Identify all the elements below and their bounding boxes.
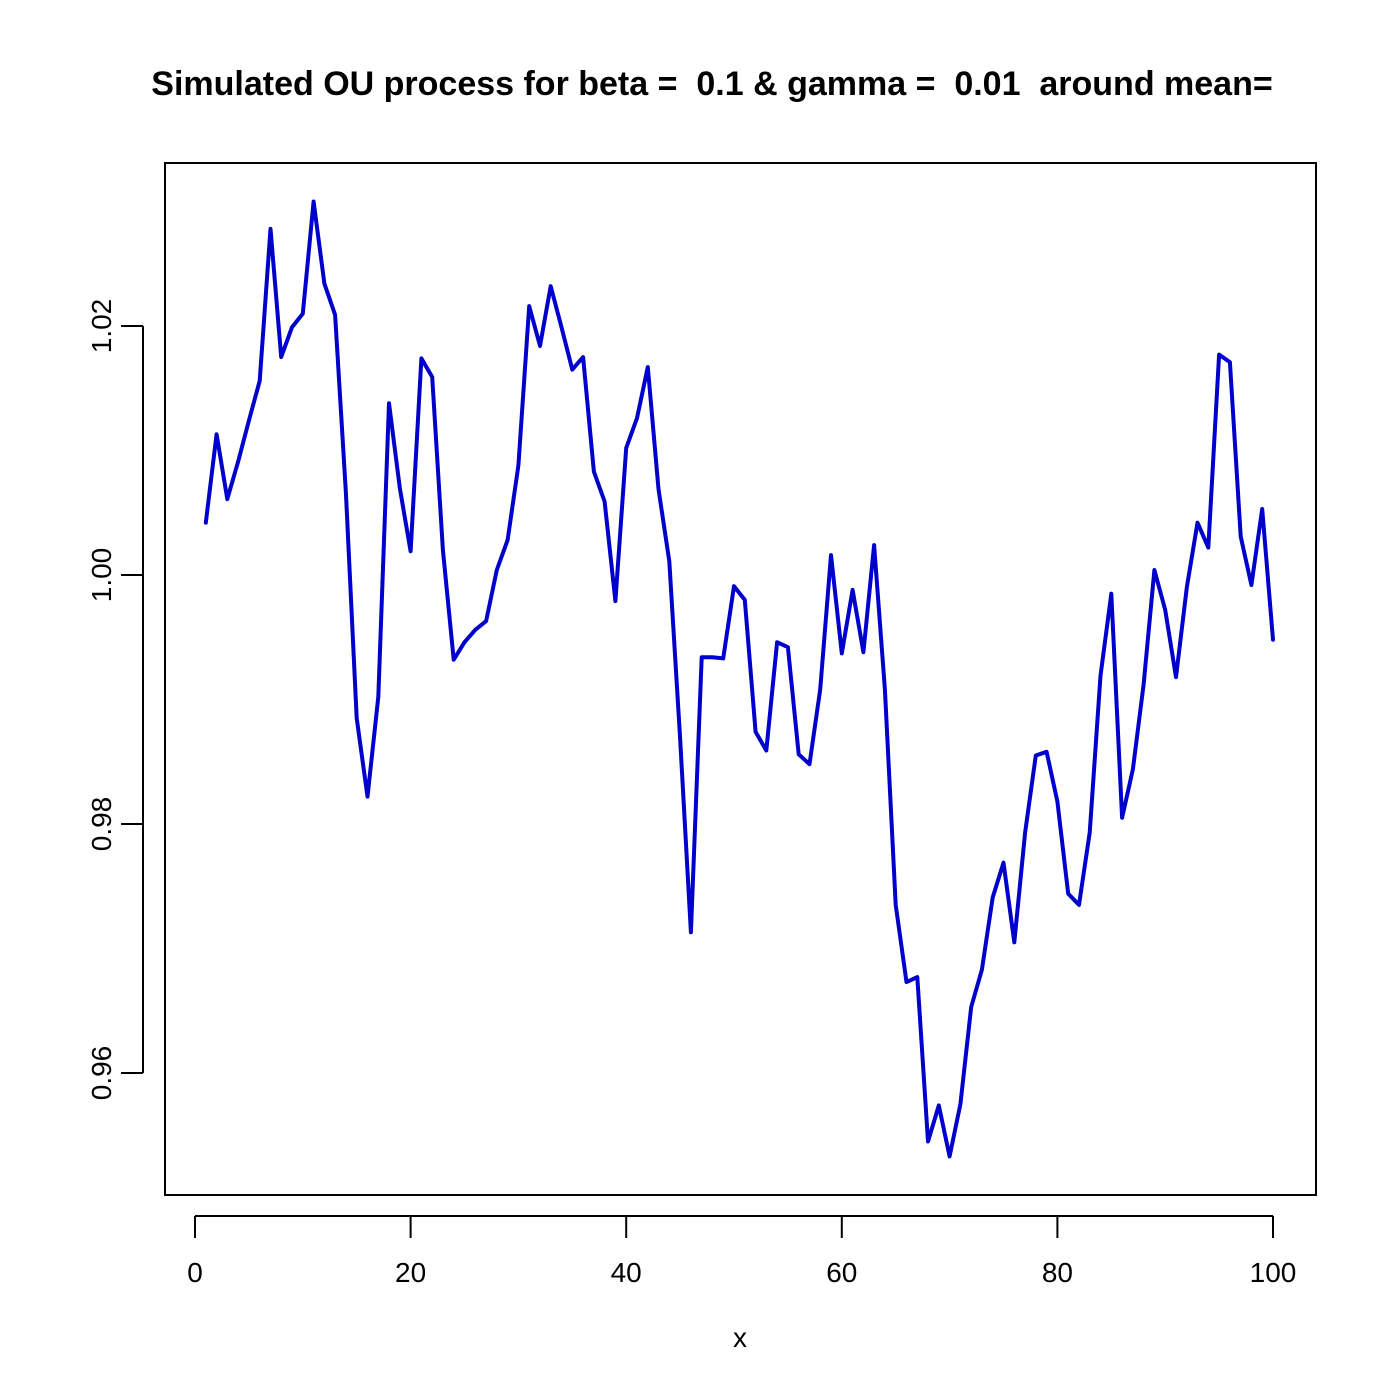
x-tick-label: 40 [611,1257,642,1288]
y-tick-label: 1.02 [86,299,117,354]
chart-title: Simulated OU process for beta = 0.1 & ga… [151,65,1272,103]
x-tick-label: 80 [1042,1257,1073,1288]
y-tick-label: 0.98 [86,797,117,852]
y-tick-label: 0.96 [86,1046,117,1101]
x-tick-label: 20 [395,1257,426,1288]
series-line [203,199,1275,1159]
x-axis: 0 20 40 60 80 100 [187,1215,1297,1288]
y-axis: 0.96 0.98 1.00 1.02 [86,299,144,1101]
x-tick-label: 60 [826,1257,857,1288]
x-axis-label: x [733,1322,747,1353]
x-tick-label: 0 [187,1257,203,1288]
plot-frame [164,162,1317,1196]
y-tick-label: 1.00 [86,548,117,603]
x-tick-label: 100 [1250,1257,1297,1288]
